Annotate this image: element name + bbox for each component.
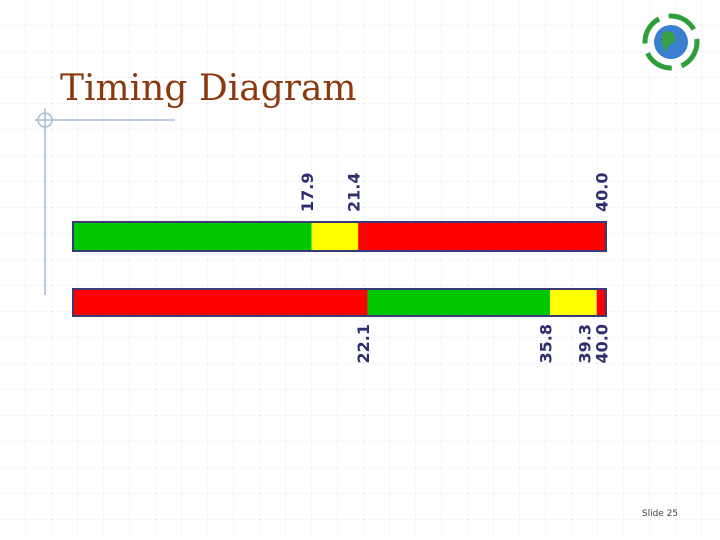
boundary-label: 17.9 (298, 173, 317, 212)
boundary-label: 40.0 (593, 324, 612, 363)
segment (367, 289, 551, 316)
boundary-label: 39.3 (576, 324, 595, 363)
segment (596, 289, 606, 316)
bar-outline (72, 221, 607, 252)
boundary-label: 35.8 (537, 324, 556, 363)
slide-title: Timing Diagram (60, 68, 357, 109)
slide-number: Slide 25 (642, 509, 678, 519)
segment (358, 222, 606, 251)
boundary-label: 22.1 (354, 324, 373, 363)
boundary-label: 40.0 (593, 173, 612, 212)
segment (311, 222, 359, 251)
recycle-logo (642, 13, 700, 71)
boundary-label: 21.4 (345, 173, 364, 212)
bar-outline (72, 288, 607, 317)
segment (73, 289, 368, 316)
decor-circle (37, 112, 53, 128)
segment (73, 222, 312, 251)
segment (550, 289, 597, 316)
